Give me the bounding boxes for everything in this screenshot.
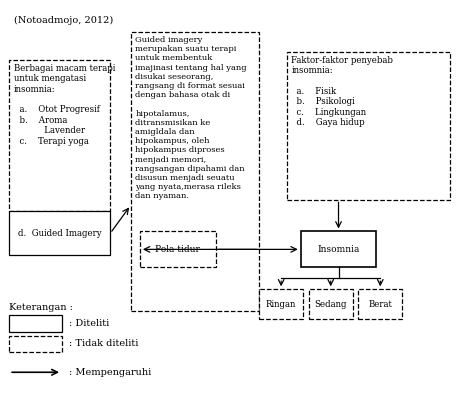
Bar [131,32,259,311]
Text: : Diteliti: : Diteliti [69,319,109,328]
Text: Ringan: Ringan [266,300,297,309]
Text: Insomnia: Insomnia [317,245,360,254]
Text: Pola tidur: Pola tidur [156,245,200,254]
Bar [287,52,450,200]
Bar [9,60,110,211]
Bar [259,289,303,319]
Text: : Tidak diteliti: : Tidak diteliti [69,340,138,348]
Bar [358,289,402,319]
Text: (Notoadmojo, 2012): (Notoadmojo, 2012) [14,16,113,25]
Bar [309,289,353,319]
Text: Faktor-faktor penyebab
insomnia:

  a.    Fisik
  b.    Psikologi
  c.    Lingku: Faktor-faktor penyebab insomnia: a. Fisi… [291,56,393,127]
Text: Sedang: Sedang [314,300,347,309]
Bar [9,336,62,352]
Text: d.  Guided Imagery: d. Guided Imagery [18,229,101,238]
Bar [301,231,376,267]
Text: Berat: Berat [368,300,392,309]
Bar [9,315,62,332]
Text: Guided imagery
merupakan suatu terapi
untuk membentuk
imajinasi tentang hal yang: Guided imagery merupakan suatu terapi un… [135,36,247,200]
Text: Keterangan :: Keterangan : [9,303,73,312]
Text: Berbagai macam terapi
untuk mengatasi
insomnia:

  a.    Otot Progresif
  b.    : Berbagai macam terapi untuk mengatasi in… [14,64,115,146]
Bar [9,211,110,255]
Bar [140,231,216,267]
Text: : Mempengaruhi: : Mempengaruhi [69,368,151,377]
